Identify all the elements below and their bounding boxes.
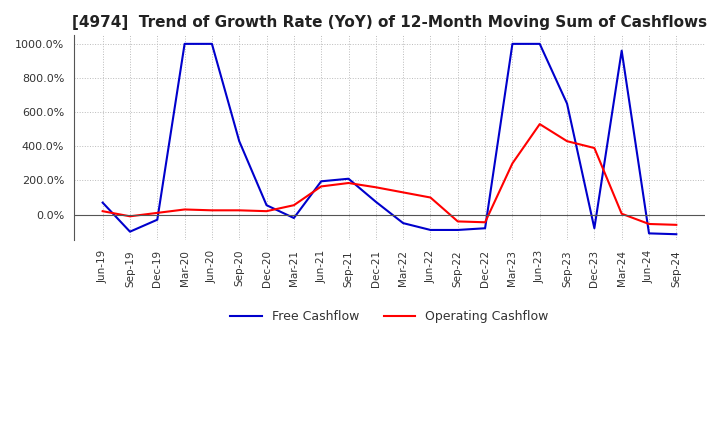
Operating Cashflow [399,190,408,195]
Free Cashflow [99,200,107,205]
Free Cashflow [617,48,626,53]
Title: [4974]  Trend of Growth Rate (YoY) of 12-Month Moving Sum of Cashflows: [4974] Trend of Growth Rate (YoY) of 12-… [72,15,707,30]
Free Cashflow [672,231,680,237]
Line: Operating Cashflow: Operating Cashflow [103,124,676,225]
Free Cashflow [344,176,353,181]
Line: Free Cashflow: Free Cashflow [103,44,676,234]
Free Cashflow [153,217,161,222]
Free Cashflow [262,202,271,208]
Operating Cashflow [99,209,107,214]
Operating Cashflow [262,209,271,214]
Operating Cashflow [235,208,243,213]
Free Cashflow [289,215,298,220]
Operating Cashflow [481,220,490,225]
Operating Cashflow [126,214,135,219]
Free Cashflow [426,227,435,233]
Free Cashflow [372,199,380,205]
Free Cashflow [399,220,408,226]
Operating Cashflow [289,202,298,208]
Free Cashflow [207,41,216,47]
Free Cashflow [563,101,572,106]
Free Cashflow [454,227,462,233]
Operating Cashflow [372,185,380,190]
Free Cashflow [508,41,517,47]
Operating Cashflow [153,210,161,216]
Free Cashflow [590,226,599,231]
Operating Cashflow [207,208,216,213]
Free Cashflow [536,41,544,47]
Operating Cashflow [563,139,572,144]
Free Cashflow [644,231,653,236]
Operating Cashflow [644,221,653,227]
Operating Cashflow [344,180,353,186]
Free Cashflow [180,41,189,47]
Operating Cashflow [317,184,325,189]
Operating Cashflow [590,145,599,150]
Operating Cashflow [536,121,544,127]
Free Cashflow [481,226,490,231]
Operating Cashflow [454,219,462,224]
Operating Cashflow [672,222,680,227]
Operating Cashflow [617,211,626,216]
Operating Cashflow [180,207,189,212]
Operating Cashflow [426,195,435,200]
Operating Cashflow [508,161,517,166]
Legend: Free Cashflow, Operating Cashflow: Free Cashflow, Operating Cashflow [225,305,554,328]
Free Cashflow [126,229,135,235]
Free Cashflow [235,139,243,144]
Free Cashflow [317,179,325,184]
